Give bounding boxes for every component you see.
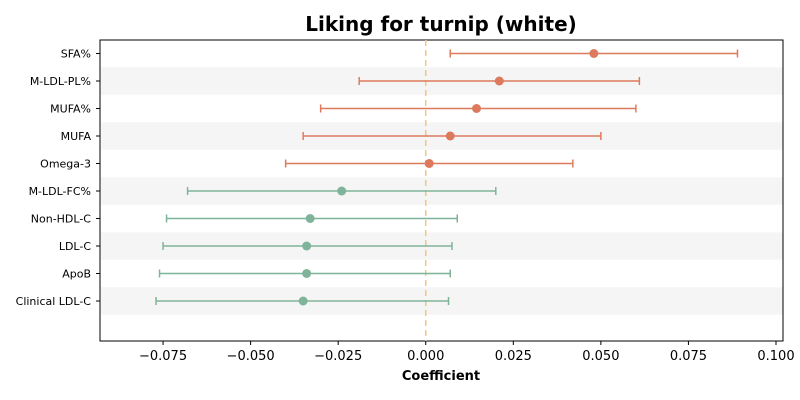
estimate-point (302, 269, 312, 278)
x-tick-label: 0.050 (582, 349, 619, 364)
estimate-row: ApoB (62, 268, 452, 281)
x-tick-label: 0.000 (407, 349, 444, 364)
x-tick-label: 0.100 (757, 349, 794, 364)
estimate-row: Omega-3 (40, 158, 574, 171)
estimate-row: Clinical LDL-C (16, 295, 450, 308)
estimate-row: MUFA (61, 130, 602, 143)
row-label: Non-HDL-C (31, 213, 92, 226)
x-tick-label: −0.075 (139, 349, 187, 364)
estimate-point (337, 186, 347, 196)
estimate-row: M-LDL-PL% (30, 75, 641, 88)
estimate-point (494, 76, 504, 86)
estimate-row: SFA% (61, 48, 739, 61)
row-label: MUFA (61, 130, 92, 143)
estimate-row: M-LDL-FC% (29, 185, 497, 198)
estimate-point (424, 159, 434, 168)
estimate-row: MUFA% (50, 103, 637, 116)
estimate-point (298, 296, 308, 306)
x-tick-label: 0.025 (495, 349, 532, 364)
row-label: M-LDL-FC% (29, 185, 91, 198)
estimate-row: Non-HDL-C (31, 213, 459, 226)
estimate-point (305, 214, 315, 223)
estimate-point (302, 241, 312, 251)
estimate-point (445, 131, 455, 141)
row-label: LDL-C (59, 240, 92, 253)
x-tick-label: −0.025 (314, 349, 362, 364)
row-label: Clinical LDL-C (16, 295, 92, 308)
x-axis: −0.075 −0.050 −0.025 0.000 0.025 0.050 0.075 0.… (139, 341, 795, 364)
row-label: MUFA% (50, 103, 91, 116)
row-label: M-LDL-PL% (30, 75, 91, 88)
row-label: SFA% (61, 48, 91, 61)
row-label: Omega-3 (40, 158, 91, 171)
row-label: ApoB (62, 268, 91, 281)
estimate-row: LDL-C (59, 240, 453, 253)
x-tick-label: −0.050 (227, 349, 275, 364)
x-axis-label: Coefficient (402, 369, 480, 384)
chart-title: Liking for turnip (white) (305, 12, 577, 36)
x-tick-label: 0.075 (670, 349, 707, 364)
estimate-point (589, 49, 599, 58)
estimate-point (472, 104, 482, 113)
estimate-rows: SFA% M-LDL-PL% MUFA% MUFA Omega-3 M-LDL-FC% No… (16, 48, 739, 308)
